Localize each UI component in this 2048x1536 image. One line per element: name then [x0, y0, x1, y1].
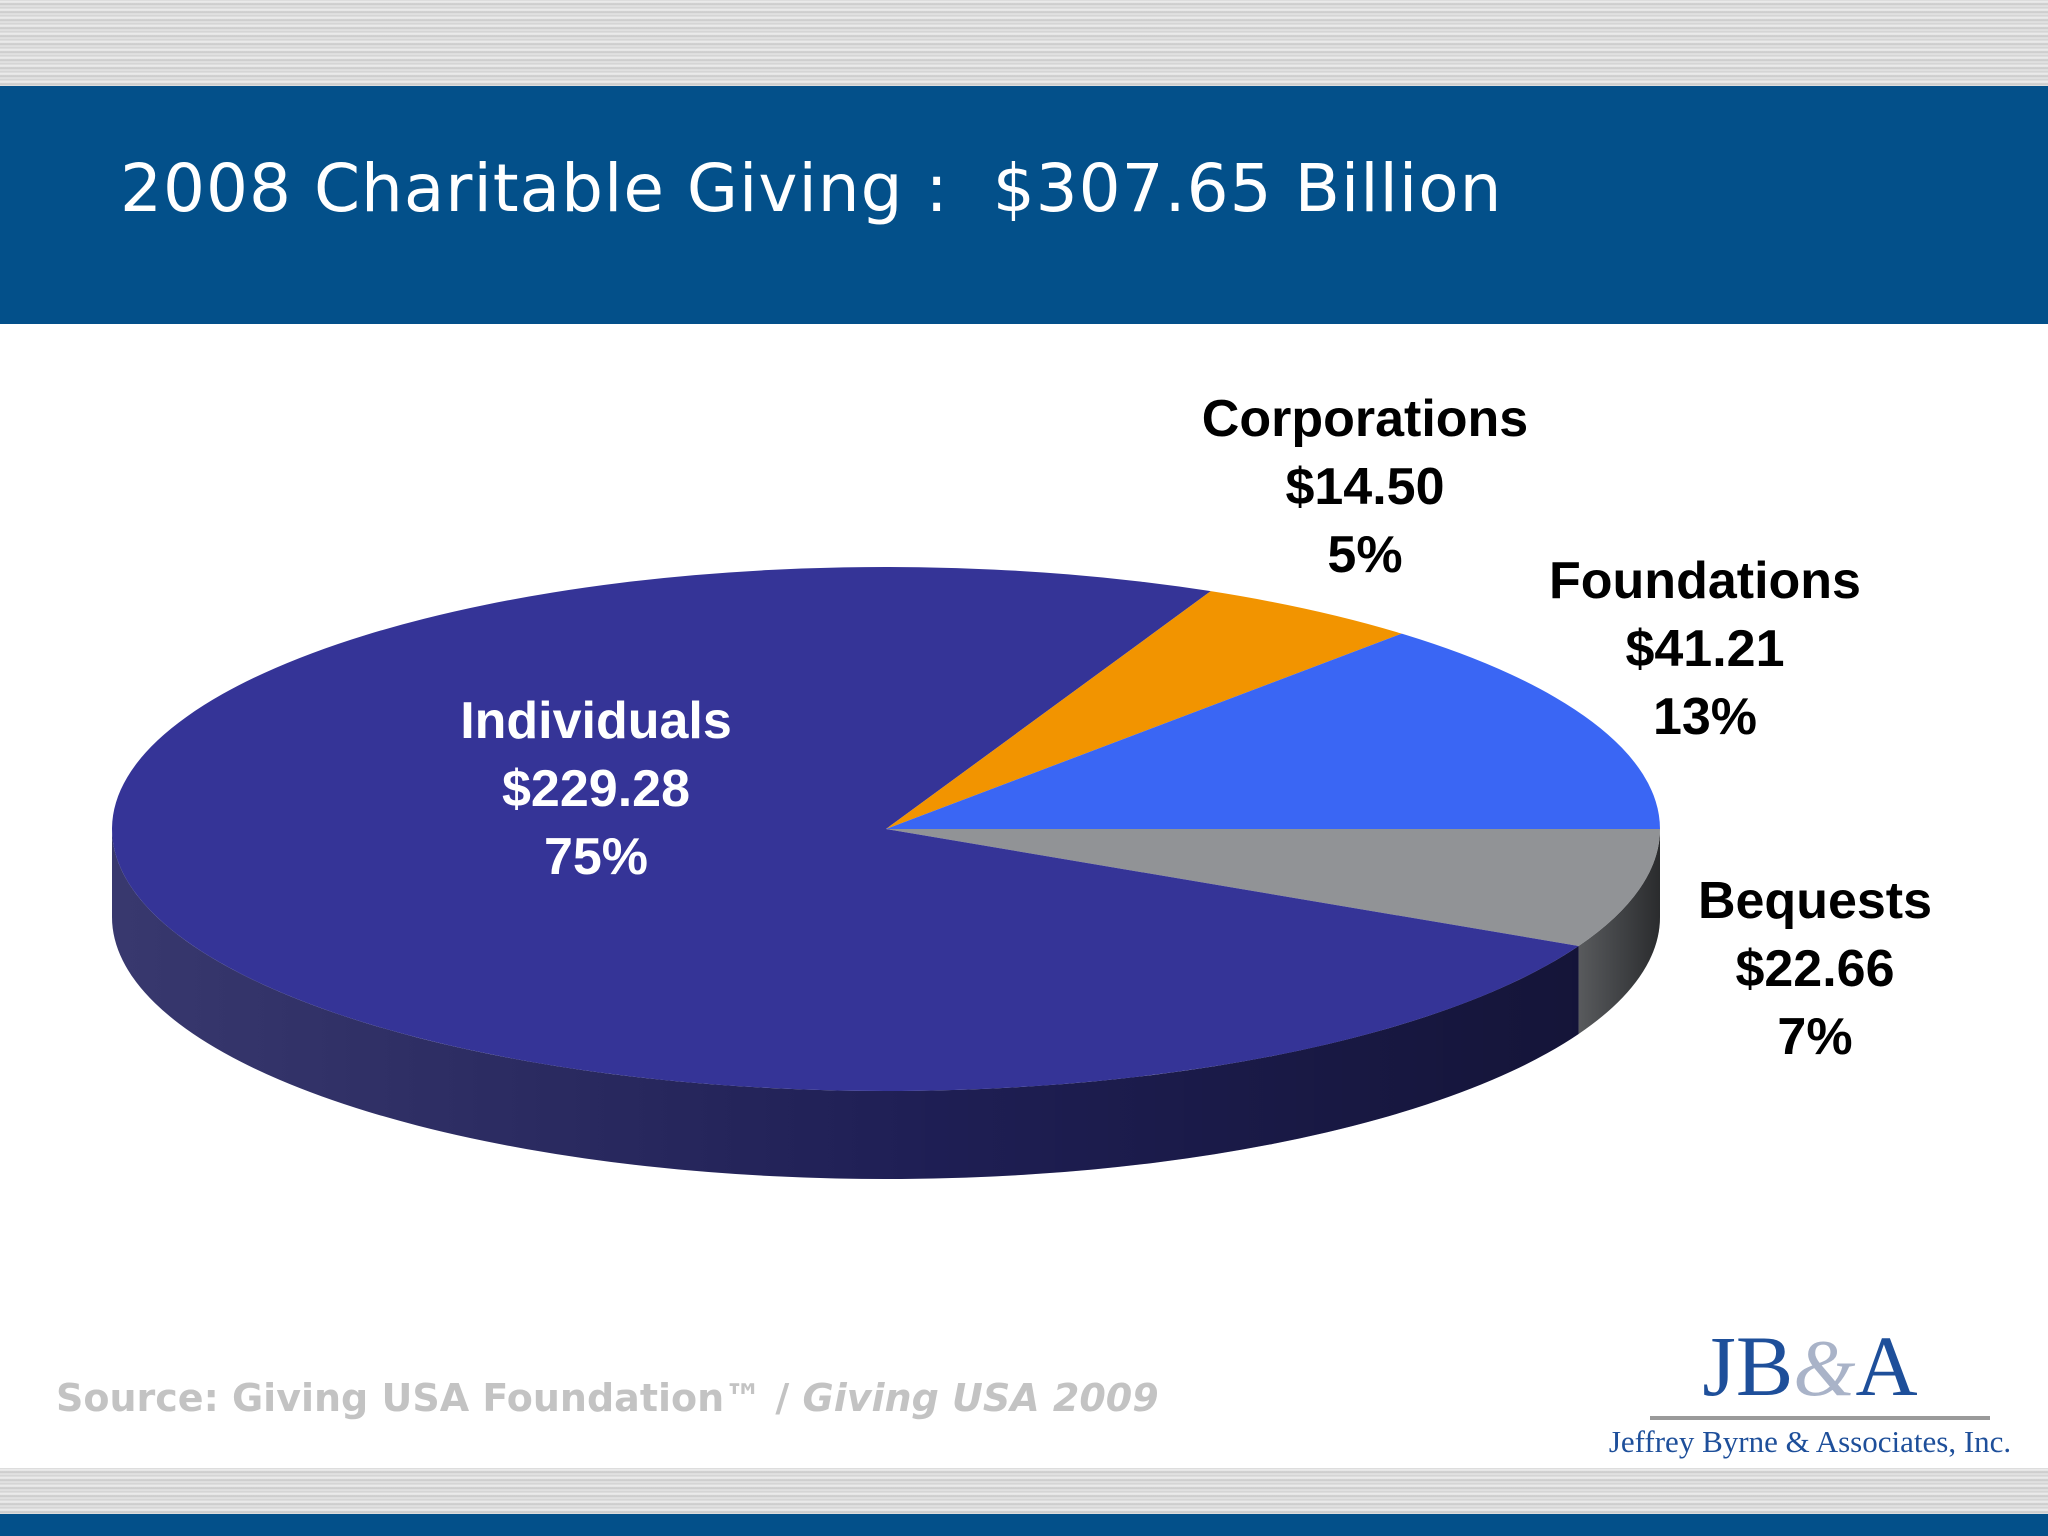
pie-slice-individuals: [112, 567, 1579, 1091]
source-note: Source: Giving USA Foundation™ / Giving …: [56, 1376, 1159, 1420]
label-individuals-percent: 75%: [544, 828, 648, 886]
label-corporations-name: Corporations: [1202, 390, 1528, 448]
pie-sides: [112, 829, 1660, 1179]
top-metal-band: [0, 0, 2048, 86]
label-individuals-name: Individuals: [460, 692, 732, 750]
label-foundations-value: $41.21: [1625, 620, 1784, 678]
pie-side-shade-bequests: [1578, 829, 1660, 1034]
logo-rule: [1650, 1416, 1990, 1420]
logo-mark-amp: &: [1793, 1325, 1856, 1413]
label-corporations-percent: 5%: [1327, 526, 1402, 584]
pie-slice-corporations: [886, 591, 1402, 829]
pie-tops: [112, 567, 1660, 1091]
label-individuals-value: $229.28: [502, 760, 690, 818]
source-prefix: Source: Giving USA Foundation™ /: [56, 1376, 803, 1420]
pie-slice-bequests: [886, 829, 1660, 946]
pie-side-shade-individuals: [112, 829, 1579, 1179]
label-bequests-name: Bequests: [1698, 872, 1932, 930]
source-publication: Giving USA 2009: [802, 1376, 1159, 1420]
logo-mark-right: A: [1855, 1318, 1918, 1414]
footer-band: [0, 1514, 2048, 1536]
label-bequests-percent: 7%: [1777, 1008, 1852, 1066]
logo-mark: JB&A: [1580, 1318, 2040, 1417]
jba-logo: JB&A Jeffrey Byrne & Associates, Inc.: [1580, 1318, 2040, 1459]
pie-labels: Bequests $22.66 7% Individuals $229.28 75% Cor…: [460, 390, 1932, 1066]
label-corporations-value: $14.50: [1285, 458, 1444, 516]
logo-company-name: Jeffrey Byrne & Associates, Inc.: [1608, 1424, 2012, 1459]
logo-mark-left: JB: [1702, 1318, 1794, 1414]
header-band: [0, 86, 2048, 324]
slide-title: 2008 Charitable Giving : $307.65 Billion: [120, 150, 1503, 227]
label-foundations-percent: 13%: [1653, 688, 1757, 746]
label-foundations-name: Foundations: [1549, 552, 1861, 610]
bottom-metal-band: [0, 1468, 2048, 1514]
label-bequests-value: $22.66: [1735, 940, 1894, 998]
pie-slice-foundations: [886, 633, 1660, 829]
